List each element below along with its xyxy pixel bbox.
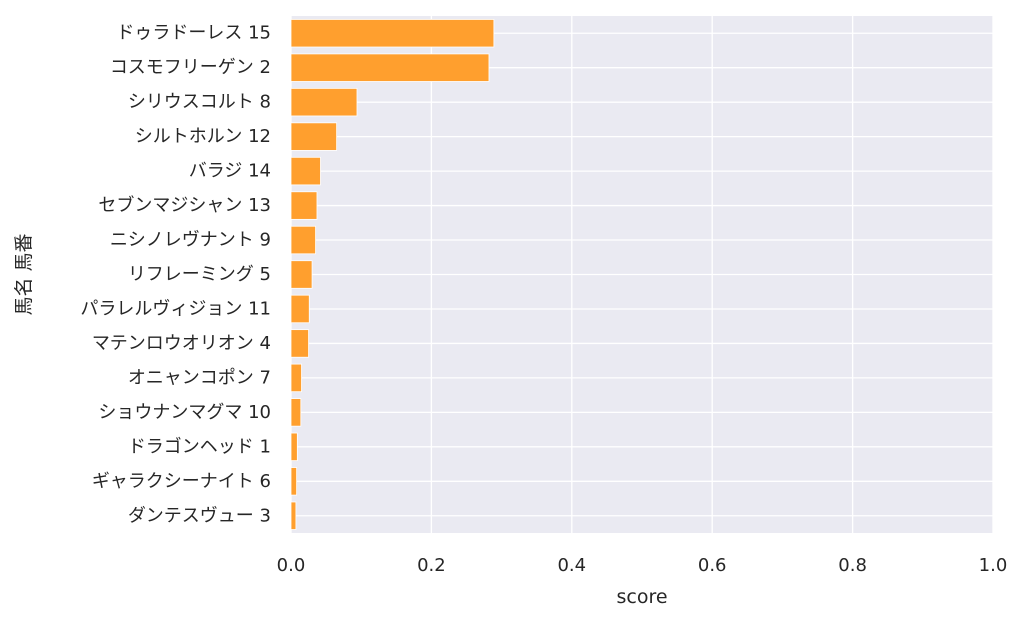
y-tick-label: パラレルヴィジョン 11 bbox=[80, 298, 271, 319]
y-tick-label: シルトホルン 12 bbox=[135, 126, 271, 147]
x-tick-label: 0.4 bbox=[557, 555, 586, 576]
y-tick-label: オニャンコポン 7 bbox=[128, 367, 271, 388]
y-axis-title: 馬名 馬番 bbox=[13, 233, 35, 315]
y-tick-label: ニシノレヴナント 9 bbox=[110, 230, 271, 251]
bar bbox=[290, 467, 298, 496]
bar bbox=[290, 19, 495, 48]
x-tick-label: 0.8 bbox=[838, 555, 867, 576]
y-tick-label: バラジ 14 bbox=[189, 161, 271, 182]
x-tick-label: 0.0 bbox=[277, 555, 306, 576]
y-tick-label: セブンマジシャン 13 bbox=[98, 194, 271, 216]
bar bbox=[290, 363, 302, 393]
y-tick-label: ショウナンマグマ 10 bbox=[98, 402, 271, 423]
bars bbox=[290, 19, 495, 530]
y-tick-label: ギャラクシーナイト 6 bbox=[92, 471, 271, 492]
bar bbox=[290, 225, 316, 255]
y-tick-label: ドラゴンヘッド 1 bbox=[128, 436, 271, 457]
x-tick-label: 0.6 bbox=[698, 555, 727, 576]
bar bbox=[290, 191, 318, 220]
bar bbox=[290, 432, 298, 462]
bar bbox=[290, 501, 297, 530]
y-tick-label: マテンロウオリオン 4 bbox=[92, 333, 271, 354]
y-tick-label: リフレーミング 5 bbox=[128, 264, 271, 285]
bar bbox=[290, 156, 321, 186]
bar bbox=[290, 53, 490, 82]
y-tick-label: ダンテスヴュー 3 bbox=[128, 505, 271, 526]
bar bbox=[290, 87, 358, 117]
y-tick-label: ドゥラドーレス 15 bbox=[116, 23, 271, 44]
bar bbox=[290, 260, 313, 289]
bar bbox=[290, 122, 338, 151]
bar bbox=[290, 294, 310, 324]
x-tick-label: 0.2 bbox=[417, 555, 446, 576]
x-tick-label: 1.0 bbox=[979, 555, 1008, 576]
x-tick-labels: 0.0 0.2 0.4 0.6 0.8 1.0 bbox=[277, 555, 1008, 576]
y-tick-label: シリウスコルト 8 bbox=[128, 92, 271, 113]
y-tick-labels: ドゥラドーレス 15 コスモフリーゲン 2 シリウスコルト 8 シルトホルン 12 バラ… bbox=[80, 23, 271, 527]
y-tick-label: コスモフリーゲン 2 bbox=[110, 57, 271, 78]
bar bbox=[290, 398, 302, 427]
x-axis-title: score bbox=[616, 586, 667, 608]
bar bbox=[290, 329, 309, 358]
